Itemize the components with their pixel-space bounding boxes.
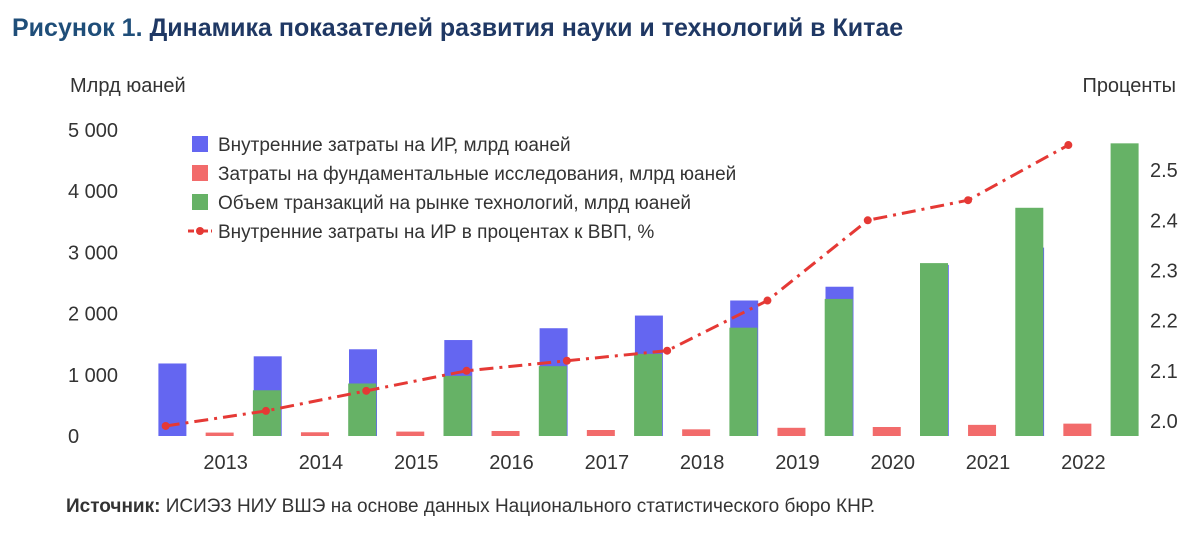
bar-3: [1110, 143, 1139, 436]
bar-2: [491, 430, 520, 436]
right-axis-label: Проценты: [1082, 75, 1176, 97]
left-axis: 0 1 000 2 000 3 000 4 000 5 000: [68, 120, 118, 448]
left-tick-label: 4 000: [68, 181, 118, 203]
x-tick-label: 2022: [1061, 452, 1106, 474]
figure-number: Рисунок 1.: [12, 14, 143, 42]
figure-title-text: Динамика показателей развития науки и те…: [149, 14, 904, 42]
x-tick-label: 2021: [966, 452, 1011, 474]
bar-2: [968, 424, 997, 436]
line-point: [1064, 141, 1073, 150]
source-label: Источник:: [66, 496, 161, 517]
gdp-share-line-path: [165, 143, 1070, 428]
source-text: ИСИЭЗ НИУ ВШЭ на основе данных Националь…: [165, 496, 876, 517]
line-point: [763, 296, 772, 305]
line-point: [462, 366, 471, 375]
bar-3: [920, 263, 948, 436]
line-point: [261, 406, 270, 415]
bar-3: [443, 375, 472, 436]
right-tick-label: 2.0: [1150, 411, 1178, 433]
line-point: [663, 346, 672, 355]
legend-line-marker: [196, 227, 204, 235]
bar-2: [300, 432, 329, 436]
bar-2: [205, 432, 234, 436]
line-point: [863, 216, 872, 225]
chart: Млрд юаней Проценты 0 1 000 2 000 3 000 4 00…: [68, 75, 1178, 474]
bar-2: [872, 427, 901, 436]
legend-label: Внутренние затраты на ИР в процентах к В…: [218, 222, 654, 243]
line-point: [362, 386, 371, 395]
legend-label: Затраты на фундаментальные исследования,…: [218, 164, 736, 185]
bar-2: [777, 427, 806, 436]
right-tick-label: 2.2: [1150, 311, 1178, 333]
bar-2: [682, 429, 711, 436]
left-tick-label: 1 000: [68, 365, 118, 387]
bar-3: [729, 327, 758, 436]
x-tick-label: 2019: [775, 452, 820, 474]
gdp-share-line: [161, 141, 1073, 430]
right-tick-label: 2.4: [1150, 210, 1178, 232]
x-tick-label: 2015: [394, 452, 439, 474]
legend-swatch: [192, 136, 208, 152]
bar-3: [824, 298, 853, 436]
bar-2: [396, 431, 425, 436]
line-point: [964, 196, 973, 205]
bar-3: [634, 353, 663, 436]
right-tick-label: 2.5: [1150, 160, 1178, 182]
left-tick-label: 3 000: [68, 242, 118, 264]
x-tick-label: 2017: [585, 452, 630, 474]
x-axis: 2013 2014 2015 2016 2017 2018 2019 2020 2021 2022: [203, 452, 1105, 474]
legend-label: Внутренние затраты на ИР, млрд юаней: [218, 135, 571, 156]
right-tick-label: 2.1: [1150, 361, 1178, 383]
legend-swatch: [192, 165, 208, 181]
bar-3: [1015, 207, 1044, 436]
figure-title: Рисунок 1. Динамика показателей развития…: [12, 14, 903, 43]
left-tick-label: 5 000: [68, 120, 118, 142]
left-tick-label: 0: [68, 426, 79, 448]
x-tick-label: 2013: [203, 452, 248, 474]
bar-3: [348, 383, 377, 436]
bar-2: [586, 430, 615, 436]
bars: [158, 143, 1139, 436]
right-tick-label: 2.3: [1150, 260, 1178, 282]
left-tick-label: 2 000: [68, 304, 118, 326]
legend-label: Объем транзакций на рынке технологий, мл…: [218, 193, 691, 214]
bar-3: [538, 366, 567, 436]
x-tick-label: 2020: [871, 452, 916, 474]
x-tick-label: 2018: [680, 452, 725, 474]
x-tick-label: 2016: [489, 452, 534, 474]
x-tick-label: 2014: [299, 452, 344, 474]
line-point: [161, 421, 170, 430]
legend-swatch: [192, 194, 208, 210]
legend: Внутренние затраты на ИР, млрд юаней Затр…: [188, 135, 736, 243]
left-axis-label: Млрд юаней: [70, 75, 186, 97]
source-note: Источник: ИСИЭЗ НИУ ВШЭ на основе данных…: [66, 496, 875, 518]
line-point: [562, 356, 571, 365]
right-axis: 2.0 2.1 2.2 2.3 2.4 2.5: [1150, 160, 1178, 433]
bar-2: [1063, 423, 1092, 436]
